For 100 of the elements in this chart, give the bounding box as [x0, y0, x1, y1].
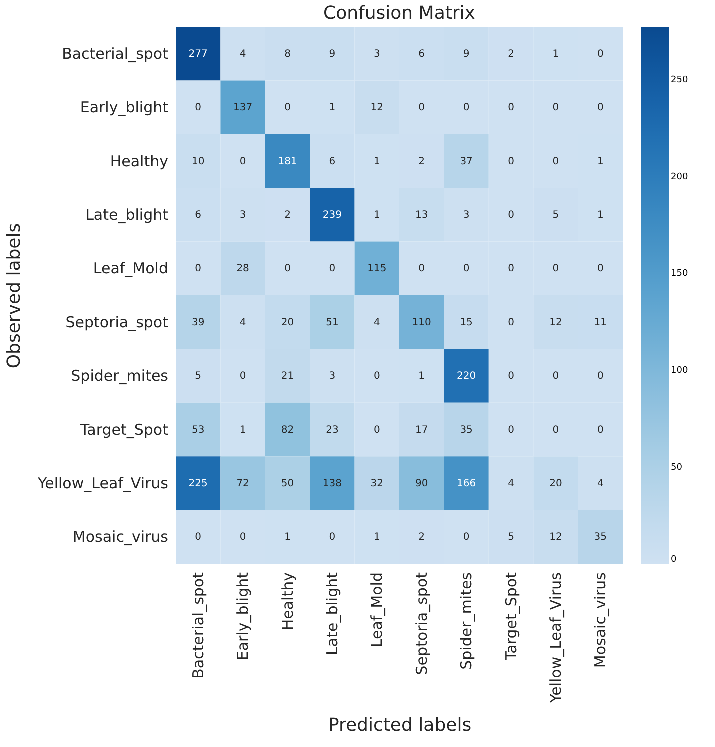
data-label: 9: [329, 48, 336, 60]
x-tick-label: Septoria_spot: [412, 572, 431, 676]
data-label: 0: [597, 102, 604, 114]
data-label: 17: [415, 424, 428, 436]
x-tick-label: Target_Spot: [502, 572, 520, 662]
x-tick-label: Leaf_Mold: [368, 572, 386, 648]
data-label: 0: [463, 102, 470, 114]
data-label: 35: [460, 424, 473, 436]
data-label: 0: [508, 424, 514, 436]
data-label: 4: [597, 478, 604, 490]
data-label: 4: [508, 478, 514, 490]
chart-title: Confusion Matrix: [324, 3, 476, 24]
color-bar-label: 100: [671, 366, 688, 376]
data-label: 166: [457, 478, 476, 490]
data-label: 1: [374, 210, 380, 221]
data-label: 0: [552, 102, 560, 114]
data-label: 35: [594, 532, 608, 544]
data-label: 0: [418, 102, 426, 114]
data-label: 3: [463, 210, 470, 221]
data-label: 32: [370, 478, 384, 490]
data-label: 3: [240, 210, 246, 221]
y-tick-label: Late_blight: [86, 206, 169, 224]
data-label: 0: [597, 48, 604, 60]
data-label: 1: [284, 532, 291, 544]
data-label: 0: [552, 424, 560, 436]
data-label: 0: [240, 156, 246, 168]
data-label: 0: [508, 264, 514, 275]
data-label: 2: [508, 48, 514, 60]
data-label: 12: [370, 102, 384, 114]
data-label: 10: [192, 156, 205, 168]
data-label: 220: [457, 371, 476, 382]
data-label: 2: [284, 210, 291, 221]
data-label: 181: [278, 156, 298, 168]
color-bar-label: 50: [671, 463, 683, 474]
data-label: 1: [240, 424, 246, 436]
data-label: 115: [368, 264, 387, 275]
data-label: 1: [597, 156, 604, 168]
data-label: 0: [329, 532, 336, 544]
data-label: 3: [329, 371, 336, 382]
data-label: 39: [192, 317, 205, 328]
y-tick-label: Yellow_Leaf_Virus: [36, 474, 169, 492]
data-label: 1: [329, 102, 336, 114]
x-tick-label: Early_blight: [234, 572, 252, 661]
data-label: 1: [597, 210, 604, 221]
data-label: 0: [508, 371, 514, 382]
data-label: 0: [195, 532, 202, 544]
data-label: 28: [236, 264, 250, 275]
data-label: 1: [374, 532, 380, 544]
data-label: 20: [281, 317, 294, 328]
x-tick-label: Spider_mites: [458, 572, 476, 670]
data-label: 37: [460, 156, 473, 168]
data-label: 0: [374, 424, 380, 436]
data-label: 0: [552, 156, 560, 168]
data-label: 0: [195, 102, 202, 114]
data-label: 6: [195, 210, 202, 221]
x-tick-label: Yellow_Leaf_Virus: [546, 572, 565, 704]
data-label: 50: [281, 478, 294, 490]
y-tick-label: Mosaic_virus: [72, 528, 169, 546]
data-label: 0: [597, 424, 604, 436]
y-tick-label: Septoria_spot: [66, 313, 169, 332]
data-label: 6: [329, 156, 336, 168]
data-label: 0: [597, 371, 604, 382]
x-tick-label: Healthy: [278, 572, 297, 631]
data-label: 0: [508, 210, 514, 221]
data-label: 1: [418, 371, 426, 382]
data-label: 11: [594, 317, 608, 328]
data-label: 0: [329, 264, 336, 275]
data-label: 3: [374, 48, 380, 60]
data-label: 239: [322, 210, 342, 221]
data-label: 0: [240, 532, 246, 544]
data-label: 0: [418, 264, 426, 275]
data-label: 0: [463, 532, 470, 544]
x-axis-title: Predicted labels: [328, 715, 472, 736]
y-tick-label: Leaf_Mold: [93, 260, 168, 278]
data-label: 4: [240, 317, 246, 328]
data-label: 8: [284, 48, 291, 60]
color-bar-label: 200: [671, 172, 688, 182]
y-tick-label: Bacterial_spot: [62, 44, 169, 63]
data-label: 0: [508, 156, 514, 168]
data-label: 0: [195, 264, 202, 275]
data-label: 4: [374, 317, 380, 328]
data-label: 0: [284, 102, 291, 114]
color-bar-label: 0: [671, 555, 677, 565]
data-label: 1: [552, 48, 560, 60]
data-label: 6: [418, 48, 426, 60]
data-label: 53: [192, 424, 205, 436]
y-axis-title: Observed labels: [4, 223, 25, 369]
data-label: 2: [418, 532, 426, 544]
y-tick-label: Early_blight: [80, 98, 169, 117]
data-label: 12: [550, 532, 562, 544]
y-tick-label: Target_Spot: [79, 420, 169, 439]
data-label: 5: [552, 210, 560, 221]
data-label: 0: [374, 371, 380, 382]
data-label: 1: [374, 156, 380, 168]
x-tick-label: Late_blight: [323, 572, 342, 656]
data-label: 82: [281, 424, 294, 436]
data-label: 2: [418, 156, 426, 168]
data-label: 72: [236, 478, 250, 490]
data-label: 110: [412, 317, 432, 328]
data-label: 51: [326, 317, 339, 328]
